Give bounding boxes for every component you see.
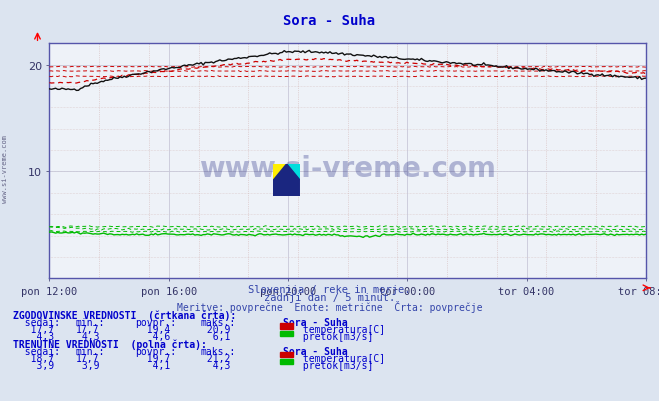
Text: ZGODOVINSKE VREDNOSTI  (črtkana črta):: ZGODOVINSKE VREDNOSTI (črtkana črta): <box>13 310 237 320</box>
Text: 21,2: 21,2 <box>201 353 231 363</box>
Text: temperatura[C]: temperatura[C] <box>297 353 385 363</box>
Text: povpr.:: povpr.: <box>135 346 176 356</box>
Text: sedaj:: sedaj: <box>13 318 60 328</box>
Text: www.si-vreme.com: www.si-vreme.com <box>199 154 496 182</box>
Text: 4,1: 4,1 <box>135 360 170 370</box>
Text: Sora - Suha: Sora - Suha <box>283 346 348 356</box>
Text: maks.:: maks.: <box>201 346 236 356</box>
Text: 19,7: 19,7 <box>135 353 170 363</box>
Text: zadnji dan / 5 minut.: zadnji dan / 5 minut. <box>264 292 395 302</box>
Text: TRENUTNE VREDNOSTI  (polna črta):: TRENUTNE VREDNOSTI (polna črta): <box>13 338 207 349</box>
Text: Sora - Suha: Sora - Suha <box>283 14 376 28</box>
Text: Slovenija / reke in morje.: Slovenija / reke in morje. <box>248 284 411 294</box>
Text: 19,4: 19,4 <box>135 324 170 334</box>
Text: 17,7: 17,7 <box>76 324 100 334</box>
Text: 6,1: 6,1 <box>201 332 231 342</box>
Polygon shape <box>273 164 287 180</box>
Text: 3,9: 3,9 <box>13 360 54 370</box>
Text: Meritve: povprečne  Enote: metrične  Črta: povprečje: Meritve: povprečne Enote: metrične Črta:… <box>177 301 482 313</box>
Text: sedaj:: sedaj: <box>13 346 60 356</box>
Text: pretok[m3/s]: pretok[m3/s] <box>297 332 373 342</box>
Text: maks.:: maks.: <box>201 318 236 328</box>
Text: 18,7: 18,7 <box>13 353 54 363</box>
Text: temperatura[C]: temperatura[C] <box>297 324 385 334</box>
Text: 20,9: 20,9 <box>201 324 231 334</box>
Text: pretok[m3/s]: pretok[m3/s] <box>297 360 373 370</box>
Polygon shape <box>273 164 300 196</box>
Text: min.:: min.: <box>76 318 105 328</box>
Text: 17,7: 17,7 <box>13 324 54 334</box>
Text: povpr.:: povpr.: <box>135 318 176 328</box>
Text: 4,3: 4,3 <box>13 332 54 342</box>
Text: Sora - Suha: Sora - Suha <box>283 318 348 328</box>
Text: 17,7: 17,7 <box>76 353 100 363</box>
Text: 4,3: 4,3 <box>76 332 100 342</box>
Text: 4,6: 4,6 <box>135 332 170 342</box>
Text: 4,3: 4,3 <box>201 360 231 370</box>
Text: 3,9: 3,9 <box>76 360 100 370</box>
Polygon shape <box>287 164 300 180</box>
Text: www.si-vreme.com: www.si-vreme.com <box>2 134 9 203</box>
Text: min.:: min.: <box>76 346 105 356</box>
